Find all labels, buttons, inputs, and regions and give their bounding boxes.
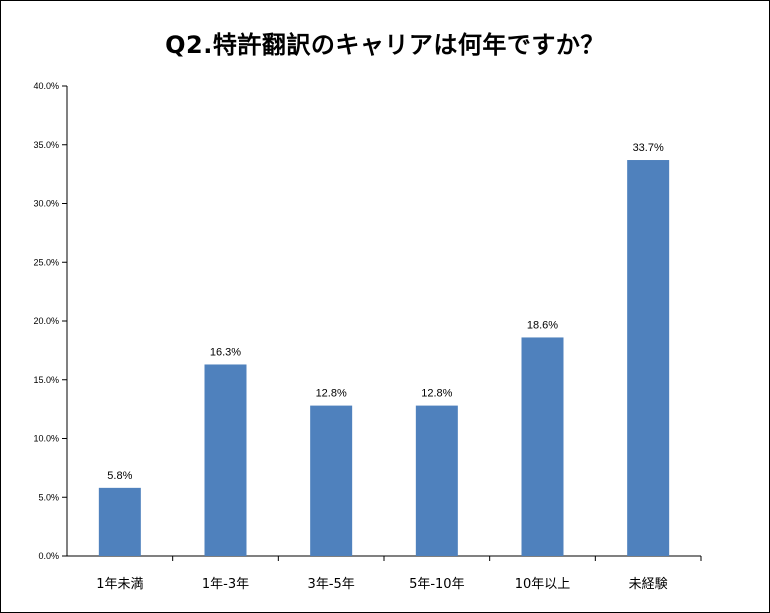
category-label: 未経験 [629,577,668,592]
y-tick-label: 0.0% [38,551,59,561]
y-tick-label: 20.0% [33,316,59,326]
bar [98,487,141,556]
bar [521,337,564,556]
category-label: 10年以上 [515,577,571,592]
category-label: 1年未満 [96,577,143,592]
category-label: 3年-5年 [308,577,355,592]
category-label: 5年-10年 [409,577,465,592]
chart-bars [98,160,670,556]
y-tick-label: 10.0% [33,434,59,444]
data-label: 5.8% [107,470,132,482]
data-label: 18.6% [527,319,558,331]
bar [415,405,458,556]
data-label: 16.3% [210,346,241,358]
chart-labels: 5.8% 1年未満 16.3% 1年-3年 12.8% 3年-5年 12.8% 5年-10年 1… [96,142,667,592]
bar [310,405,353,556]
data-label: 12.8% [421,388,452,400]
y-tick-label: 35.0% [33,140,59,150]
bar [204,364,247,556]
data-label: 33.7% [633,142,664,154]
y-tick-label: 15.0% [33,375,59,385]
y-tick-label: 30.0% [33,199,59,209]
category-label: 1年-3年 [202,577,249,592]
y-tick-label: 25.0% [33,257,59,267]
bar [627,160,670,556]
y-tick-label: 40.0% [33,81,59,91]
chart-title: Q2.特許翻訳のキャリアは何年ですか？ [165,31,605,59]
chart-axes: 0.0% 5.0% 10.0% 15.0% 20.0% 25.0% 30.0% 35.0% 40… [33,81,702,561]
y-tick-label: 5.0% [38,492,59,502]
data-label: 12.8% [316,388,347,400]
